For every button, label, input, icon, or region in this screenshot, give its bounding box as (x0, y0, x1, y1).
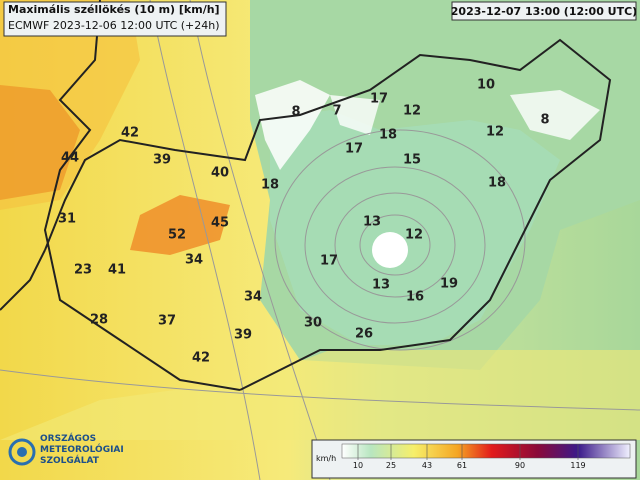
station-value: 42 (121, 126, 139, 141)
station-value: 15 (403, 153, 421, 168)
station-value: 26 (355, 327, 373, 342)
legend-tick-label: 90 (515, 461, 525, 470)
valid-time: 2023-12-07 13:00 (12:00 UTC) (451, 5, 637, 18)
station-value: 28 (90, 313, 108, 328)
station-value: 8 (540, 113, 549, 128)
station-value: 45 (211, 216, 229, 231)
station-value: 18 (261, 178, 279, 193)
title: Maximális széllökés (10 m) [km/h] (8, 3, 220, 16)
station-value: 41 (108, 263, 126, 278)
subtitle: ECMWF 2023-12-06 12:00 UTC (+24h) (8, 19, 220, 32)
station-value: 13 (372, 278, 390, 293)
legend-tick-label: 119 (570, 461, 585, 470)
legend-unit: km/h (316, 454, 336, 463)
logo-text: SZOLGÁLAT (40, 454, 100, 466)
station-value: 12 (403, 104, 421, 119)
station-value: 8 (291, 105, 300, 120)
station-value: 39 (153, 153, 171, 168)
title-box (3, 1, 637, 37)
station-value: 17 (320, 254, 338, 269)
station-value: 39 (234, 328, 252, 343)
legend-tick-label: 43 (422, 461, 432, 470)
station-value: 31 (58, 212, 76, 227)
station-value: 34 (244, 290, 262, 305)
station-value: 19 (440, 277, 458, 292)
station-value: 10 (477, 78, 495, 93)
station-value: 23 (74, 263, 92, 278)
station-value: 37 (158, 314, 176, 329)
station-value: 17 (370, 92, 388, 107)
station-value: 12 (405, 228, 423, 243)
legend-tick-label: 25 (386, 461, 396, 470)
station-value: 30 (304, 316, 322, 331)
legend-tick-label: 61 (457, 461, 467, 470)
logo-text: METEOROLÓGIAI (40, 443, 124, 455)
station-value: 34 (185, 253, 203, 268)
legend-tick-label: 10 (353, 461, 363, 470)
borders (0, 0, 612, 391)
station-value: 44 (61, 151, 79, 166)
station-value: 52 (168, 228, 186, 243)
station-value: 18 (379, 128, 397, 143)
station-value: 12 (486, 125, 504, 140)
station-value: 7 (332, 104, 341, 119)
colorbar: km/h 10 25 43 61 90 119 (311, 439, 637, 479)
station-value: 16 (406, 290, 424, 305)
station-value: 18 (488, 176, 506, 191)
station-value: 17 (345, 142, 363, 157)
station-value: 40 (211, 166, 229, 181)
station-value: 13 (363, 215, 381, 230)
logo-text: ORSZÁGOS (40, 432, 96, 444)
logo: ORSZÁGOS METEOROLÓGIAI SZOLGÁLAT (8, 432, 124, 466)
station-labels: 8 7 17 12 10 8 42 44 39 18 12 17 15 40 18 18 31 45 13 12 52 3… (58, 78, 550, 366)
station-value: 42 (192, 351, 210, 366)
